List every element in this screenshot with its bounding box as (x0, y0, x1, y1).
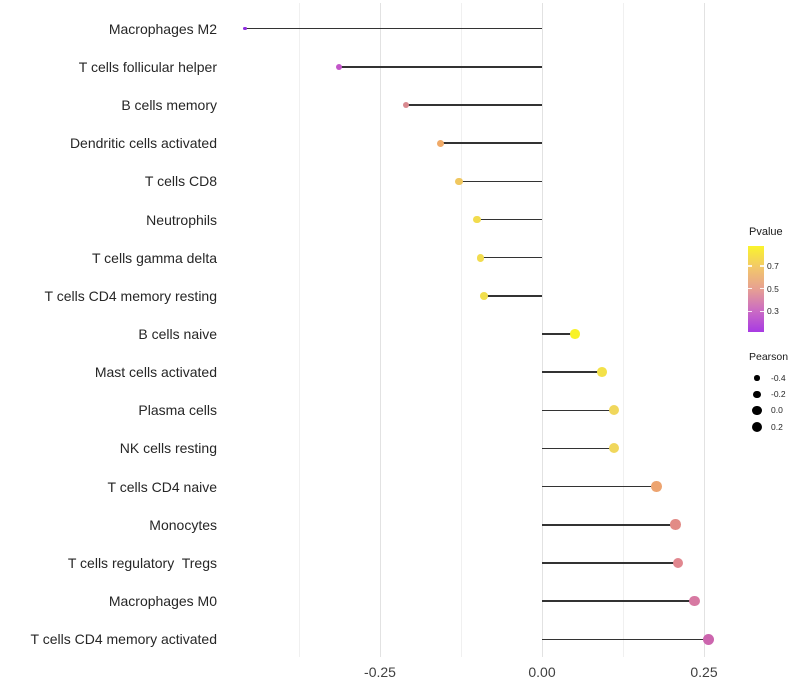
y-axis-label: T cells CD4 memory activated (30, 631, 217, 648)
x-axis-tick-label: 0.00 (528, 664, 556, 680)
pvalue-colorbar-tick (748, 310, 752, 313)
lollipop-dot (651, 481, 662, 492)
pearson-legend-label: 0.0 (771, 405, 783, 416)
lollipop-dot (436, 139, 444, 147)
pvalue-tick-label: 0.5 (767, 283, 779, 294)
lollipop-dot (336, 63, 343, 70)
y-axis-label: T cells CD4 memory resting (44, 287, 217, 304)
pvalue-colorbar-tick (760, 265, 764, 267)
lollipop-stem (440, 142, 542, 144)
lollipop-stem (542, 600, 695, 602)
lollipop-stem (542, 638, 709, 640)
lollipop-dot (243, 26, 247, 31)
lollipop-stem (459, 180, 542, 183)
pearson-legend-label: 0.2 (771, 421, 783, 432)
lollipop-stem (542, 447, 614, 450)
lollipop-dot (570, 329, 580, 339)
lollipop-stem (245, 27, 542, 30)
pvalue-tick-label: 0.7 (767, 261, 779, 272)
gridline-minor (460, 3, 462, 657)
lollipop-stem (542, 409, 614, 412)
pearson-legend-label: -0.4 (771, 372, 786, 383)
y-axis-label: Macrophages M0 (108, 593, 217, 610)
y-axis-label: Neutrophils (146, 211, 217, 228)
lollipop-stem (542, 485, 657, 488)
pearson-legend-dot (752, 406, 762, 416)
y-axis-label: B cells memory (121, 97, 217, 114)
gridline-major (541, 3, 543, 657)
lollipop-dot (688, 595, 700, 607)
y-axis-label: Plasma cells (138, 402, 217, 419)
y-axis-label: NK cells resting (119, 440, 217, 457)
y-axis-label: Mast cells activated (94, 364, 217, 381)
lollipop-stem (480, 256, 542, 259)
gridline-major (379, 3, 381, 657)
lollipop-dot (402, 101, 410, 109)
pearson-legend-title: Pearson (749, 351, 789, 363)
lollipop-dot (608, 443, 619, 454)
y-axis-label: Monocytes (149, 516, 217, 533)
pearson-legend-label: -0.2 (771, 388, 786, 399)
lollipop-stem (339, 66, 542, 68)
lollipop-stem (542, 524, 676, 526)
pvalue-colorbar (748, 246, 764, 332)
x-axis-tick-label: -0.25 (364, 664, 396, 680)
y-axis-label: T cells CD4 naive (107, 478, 217, 495)
lollipop-stem (542, 371, 602, 373)
y-axis-label: B cells naive (138, 325, 217, 342)
lollipop-stem (405, 104, 542, 106)
lollipop-dot (455, 177, 463, 186)
y-axis-label: T cells follicular helper (78, 58, 217, 75)
y-axis-label: T cells gamma delta (91, 249, 217, 266)
pearson-legend-dot (753, 390, 761, 399)
lollipop-dot (476, 253, 485, 262)
lollipop-dot (480, 291, 489, 300)
lollipop-dot (703, 633, 715, 645)
pearson-legend-dot (751, 421, 763, 433)
lollipop-dot (473, 215, 482, 224)
y-axis-label: Macrophages M2 (108, 20, 217, 37)
pvalue-legend-title: Pvalue (749, 226, 783, 238)
pvalue-colorbar-tick (748, 265, 752, 267)
lollipop-stem (542, 562, 679, 564)
gridline-minor (622, 3, 624, 657)
pvalue-colorbar-tick (748, 287, 752, 290)
lollipop-dot (670, 519, 681, 531)
gridline-minor (298, 3, 300, 657)
lollipop-dot (596, 367, 607, 378)
lollipop-stem (477, 218, 542, 221)
pvalue-tick-label: 0.3 (767, 306, 779, 317)
lollipop-stem (542, 333, 576, 335)
x-axis-tick-label: 0.25 (690, 664, 718, 680)
y-axis-label: T cells CD8 (144, 173, 217, 190)
pvalue-colorbar-tick (760, 310, 764, 313)
gridline-major (703, 3, 705, 657)
lollipop-stem (484, 295, 542, 297)
lollipop-dot (608, 405, 619, 416)
pearson-legend-dot (754, 375, 760, 381)
y-axis-label: T cells regulatory Tregs (67, 554, 217, 571)
lollipop-dot (672, 557, 684, 569)
pvalue-colorbar-tick (760, 287, 764, 290)
y-axis-label: Dendritic cells activated (69, 135, 217, 152)
